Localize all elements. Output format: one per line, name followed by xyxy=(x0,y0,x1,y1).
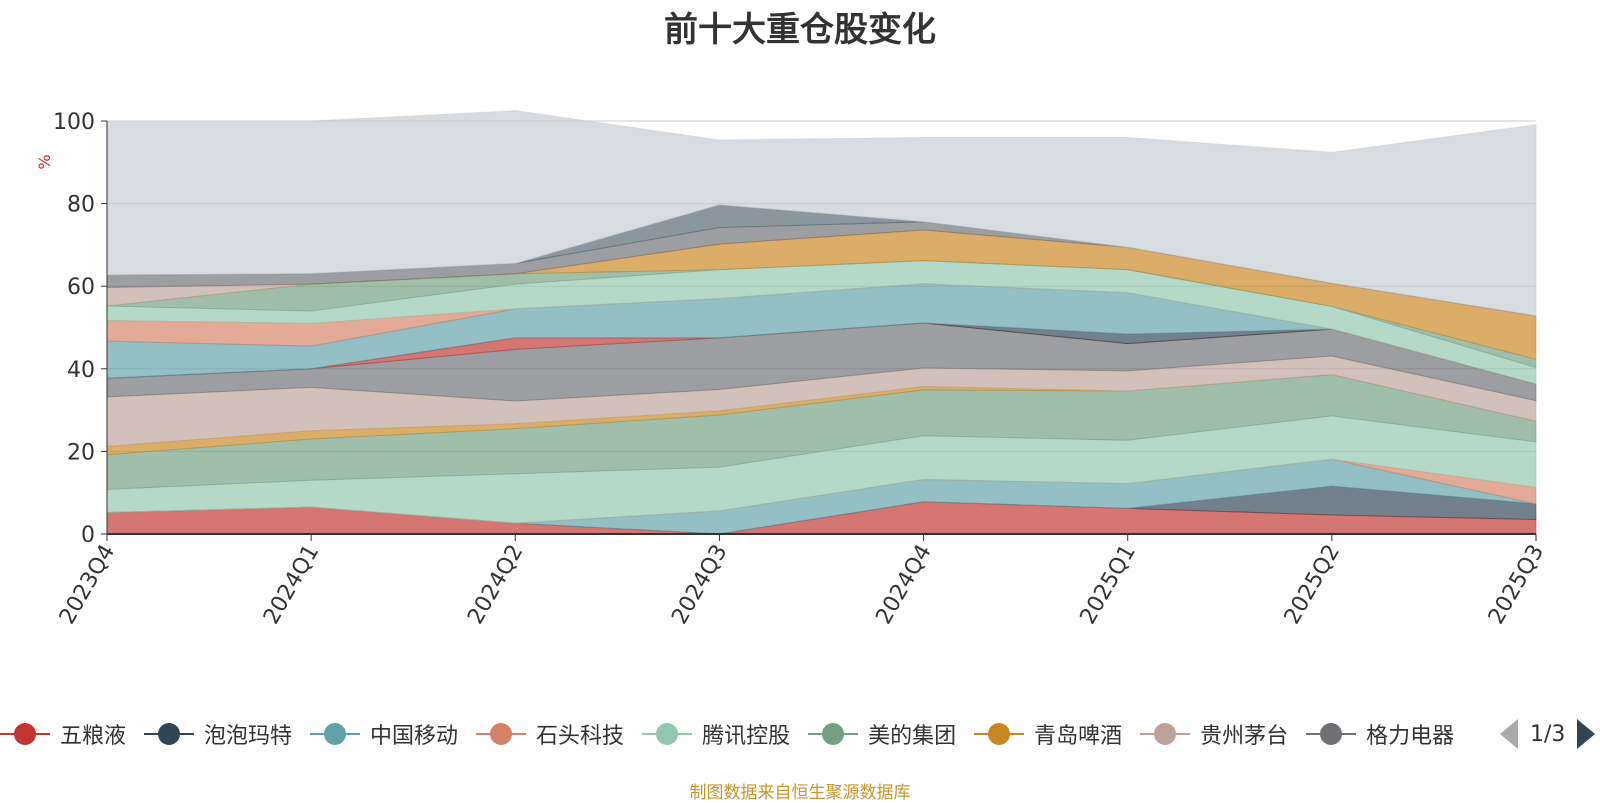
legend-marker-icon xyxy=(144,722,195,746)
area-其他 xyxy=(106,110,1537,317)
x-tick-label: 2025Q1 xyxy=(1076,541,1141,629)
legend-marker-icon xyxy=(1140,722,1191,746)
x-tick-label: 2024Q1 xyxy=(259,541,324,629)
legend-item[interactable]: 石头科技 xyxy=(476,716,624,752)
x-tick-label: 2023Q4 xyxy=(55,541,120,629)
legend-pager: 1/3 xyxy=(1500,716,1596,752)
y-tick-label: 100 xyxy=(53,110,95,135)
x-tick-label: 2024Q3 xyxy=(667,541,732,629)
area-series xyxy=(106,110,1537,535)
stacked-area-chart: 0 20 40 60 80 100 2023Q4 2024Q1 2024Q2 2024Q3 2024… xyxy=(35,110,1549,629)
legend-page-number: 1/3 xyxy=(1530,721,1566,747)
legend-label: 腾讯控股 xyxy=(702,724,791,749)
legend-prev-arrow-icon[interactable] xyxy=(1500,719,1518,749)
legend-item[interactable]: 贵州茅台 xyxy=(1140,716,1288,752)
y-tick-label: 40 xyxy=(67,358,95,383)
legend-label: 泡泡玛特 xyxy=(204,724,293,749)
legend-label: 美的集团 xyxy=(868,724,957,749)
legend-label: 石头科技 xyxy=(536,724,625,749)
legend-label: 格力电器 xyxy=(1366,724,1455,749)
legend-marker-icon xyxy=(476,722,527,746)
legend-marker-icon xyxy=(1306,722,1357,746)
legend-label: 青岛啤酒 xyxy=(1034,724,1123,749)
y-tick-label: 60 xyxy=(67,275,95,300)
legend-item[interactable]: 青岛啤酒 xyxy=(974,716,1122,752)
legend-item[interactable]: 五粮液 xyxy=(0,716,126,752)
y-tick-label: 80 xyxy=(67,193,95,218)
legend-item[interactable]: 腾讯控股 xyxy=(642,716,790,752)
data-source-note: 制图数据来自恒生聚源数据库 xyxy=(689,783,911,803)
legend-marker-icon xyxy=(808,722,859,746)
legend-next-arrow-icon[interactable] xyxy=(1577,719,1596,749)
chart-title: 前十大重仓股变化 xyxy=(664,10,936,50)
y-tick-label: 0 xyxy=(81,523,95,548)
legend-label: 中国移动 xyxy=(370,724,459,749)
y-axis-unit-label: % xyxy=(35,154,54,169)
y-tick-label: 20 xyxy=(67,440,95,465)
x-tick-label: 2025Q2 xyxy=(1280,541,1345,629)
legend-item[interactable]: 格力电器 xyxy=(1306,716,1454,752)
x-tick-label: 2024Q4 xyxy=(871,541,936,629)
legend-marker-icon xyxy=(642,722,693,746)
legend-label: 五粮液 xyxy=(60,724,127,749)
legend: 五粮液 泡泡玛特 中国移动 石头科技 腾讯控股 美的集团 青岛啤酒 贵州茅台 格力电器 xyxy=(0,716,1482,756)
legend-marker-icon xyxy=(974,722,1025,746)
legend-marker-icon xyxy=(310,722,361,746)
legend-item[interactable]: 美的集团 xyxy=(808,716,956,752)
legend-item[interactable]: 中国移动 xyxy=(310,716,458,752)
x-tick-label: 2024Q2 xyxy=(463,541,528,629)
legend-marker-icon xyxy=(0,722,50,746)
legend-item[interactable]: 泡泡玛特 xyxy=(144,716,292,752)
legend-label: 贵州茅台 xyxy=(1200,724,1289,749)
x-tick-label: 2025Q3 xyxy=(1484,541,1549,629)
